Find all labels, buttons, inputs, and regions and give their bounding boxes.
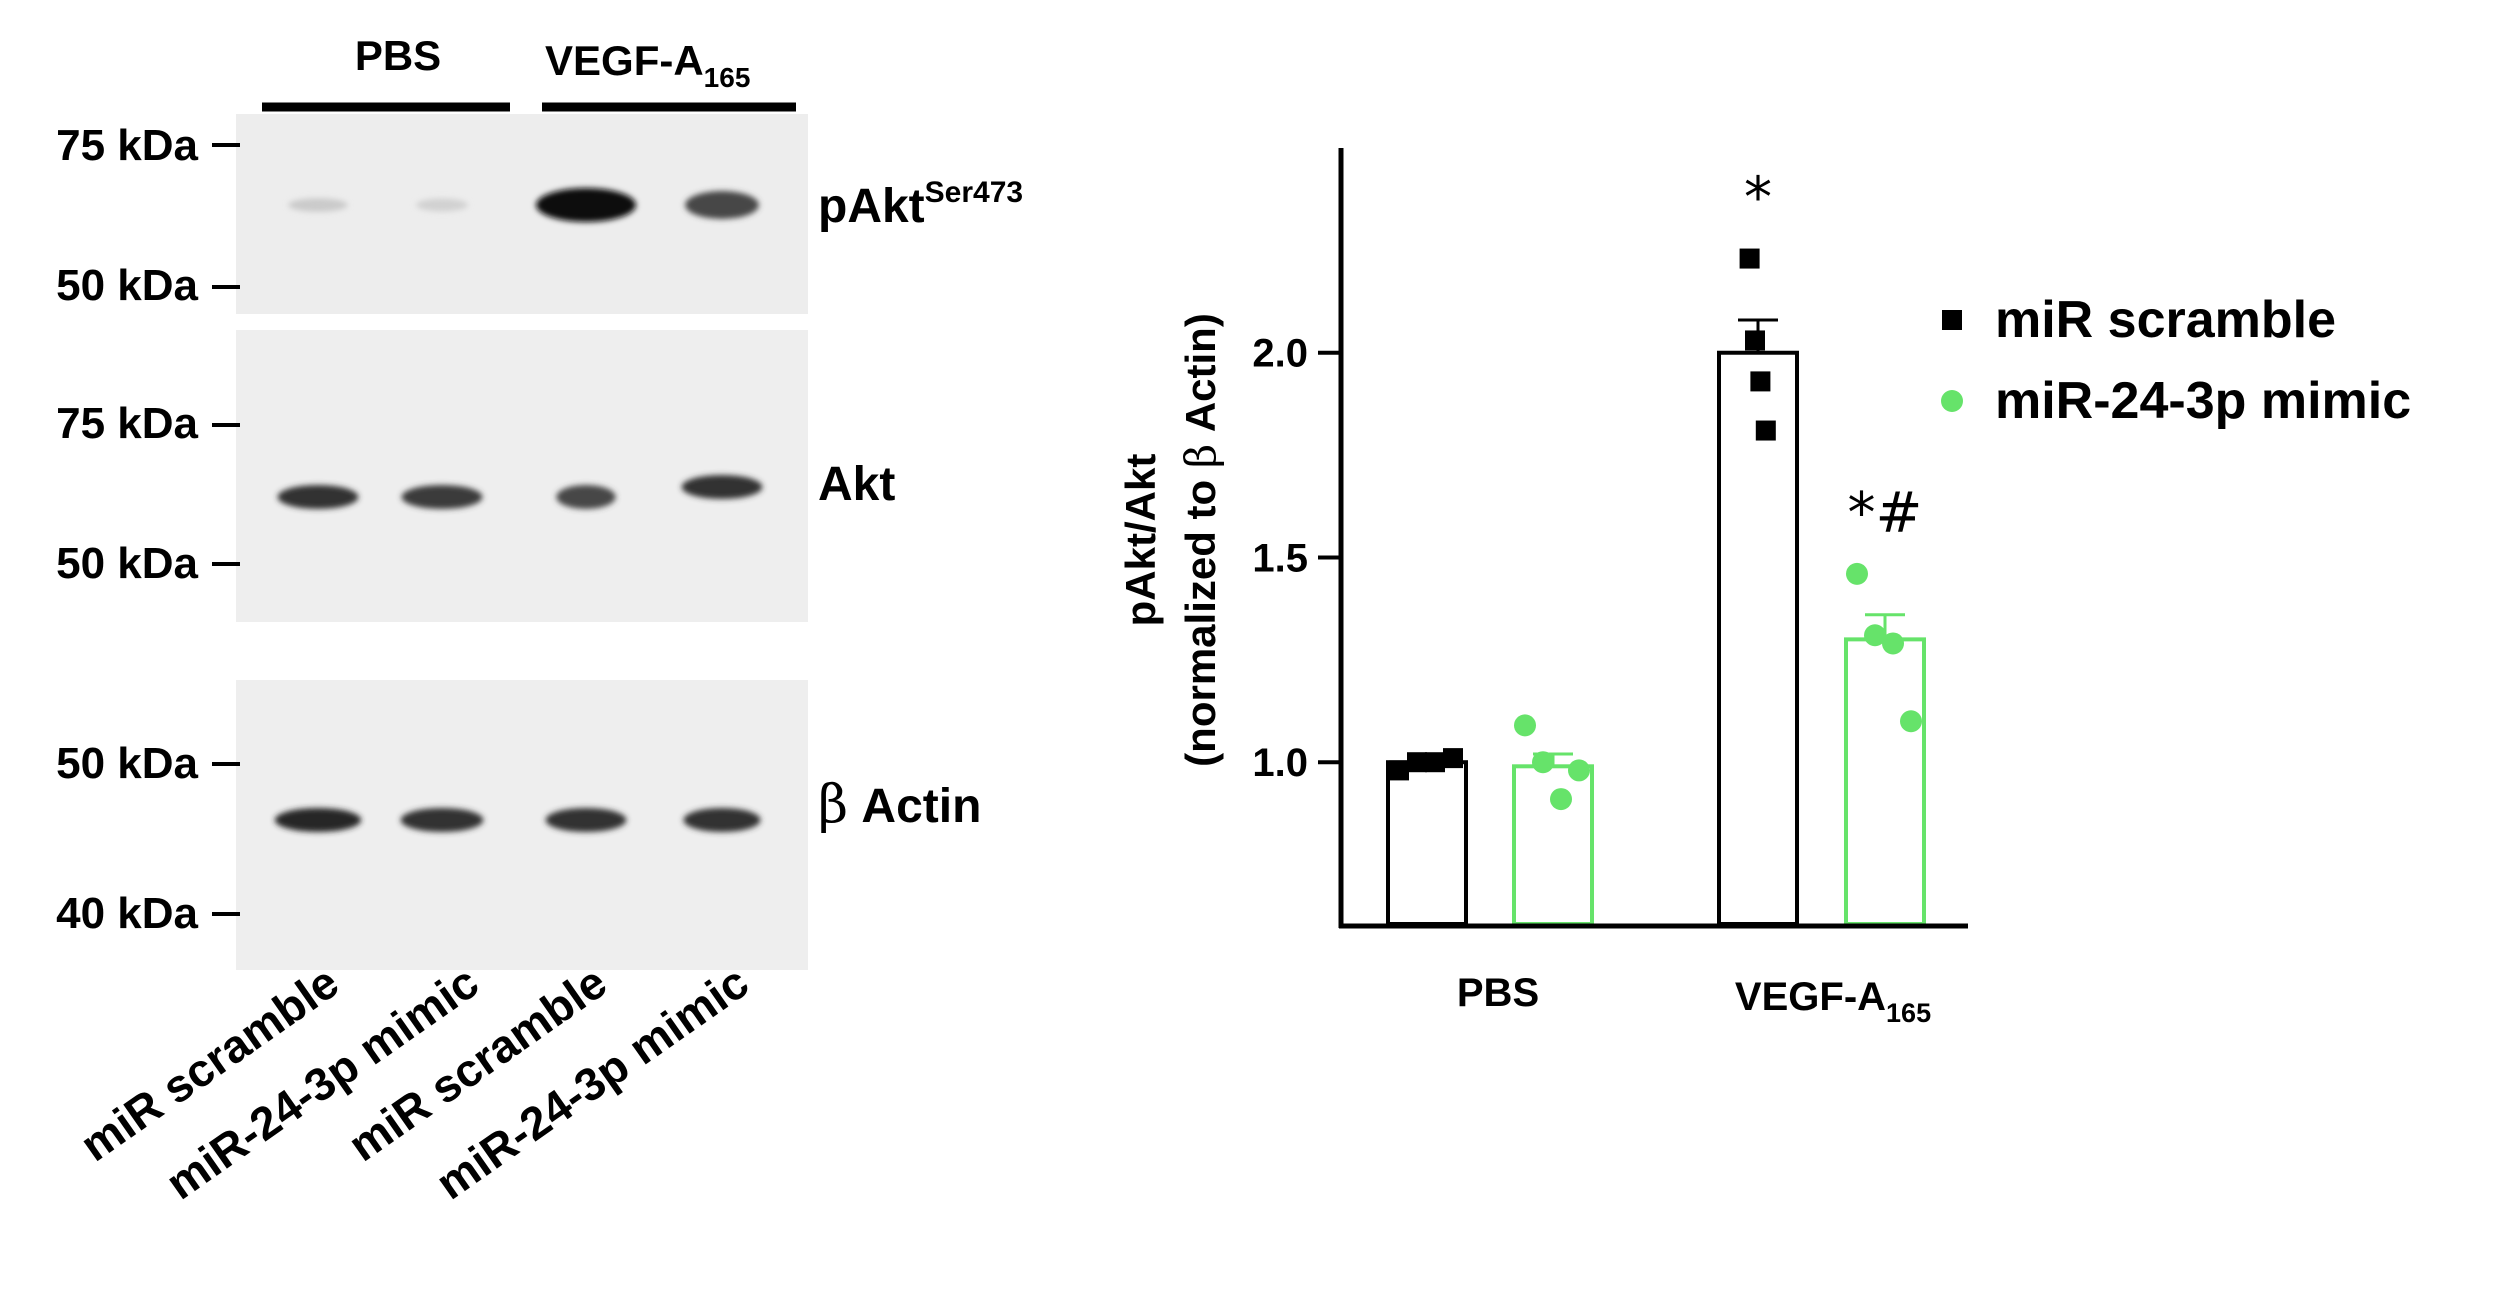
significance-marker: * xyxy=(1744,166,1772,231)
data-point xyxy=(1407,752,1427,773)
data-point xyxy=(1514,714,1536,737)
y-axis-ticks: 1.0 1.5 2.0 xyxy=(1252,332,1341,785)
data-point xyxy=(1739,248,1760,269)
blot-band xyxy=(685,191,759,219)
marker-pakt-75: 75 kDa xyxy=(56,121,198,170)
blot-band xyxy=(400,808,484,832)
blot-band xyxy=(277,485,359,509)
legend-marker-mimic xyxy=(1941,390,1963,412)
bars xyxy=(1386,350,1926,927)
bands-akt xyxy=(277,475,763,509)
data-point xyxy=(1443,748,1463,769)
blot-band xyxy=(401,485,483,509)
bands-pakt xyxy=(288,188,759,222)
data-point xyxy=(1755,420,1776,441)
legend-label-mimic: miR-24-3p mimic xyxy=(1995,372,2411,430)
data-point xyxy=(1882,632,1904,655)
y-tick-label: 2.0 xyxy=(1252,332,1308,376)
marker-actin-50: 50 kDa xyxy=(56,739,198,788)
blot-band xyxy=(288,198,348,212)
data-point xyxy=(1568,759,1590,782)
data-point xyxy=(1532,751,1554,774)
data-point xyxy=(1389,760,1409,781)
marker-akt-75: 75 kDa xyxy=(56,399,198,448)
protein-label-actin: β Actin xyxy=(818,775,981,835)
group-header-vegf: VEGF-A165 xyxy=(545,37,750,93)
y-tick-label: 1.0 xyxy=(1252,741,1308,785)
y-axis-title: pAkt/Akt xyxy=(1117,454,1164,627)
marker-actin-40: 40 kDa xyxy=(56,889,198,938)
legend: miR scramble miR-24-3p mimic xyxy=(1941,291,2411,430)
data-points xyxy=(1389,248,1922,811)
bar-chart: pAkt/Akt (normalized to β Actin) 1.0 1.5 2… xyxy=(1117,148,2411,1028)
data-point xyxy=(1745,330,1765,351)
x-category-vegf: VEGF-A165 xyxy=(1735,975,1931,1028)
blot-band xyxy=(274,808,362,832)
protein-label-pakt: pAktSer473 xyxy=(818,176,1023,233)
bar xyxy=(1512,764,1594,926)
blot-band xyxy=(416,198,468,212)
data-point xyxy=(1425,752,1445,773)
data-point xyxy=(1750,371,1771,392)
protein-label-akt: Akt xyxy=(818,458,895,511)
y-axis-subtitle: (normalized to β Actin) xyxy=(1176,313,1225,767)
blot-band xyxy=(556,485,616,509)
blot-band xyxy=(536,188,636,222)
bar xyxy=(1844,637,1926,926)
data-point xyxy=(1846,562,1868,585)
significance-annotations: * *# xyxy=(1744,166,1922,546)
blot-band xyxy=(681,475,763,499)
bar xyxy=(1386,760,1468,926)
x-category-pbs: PBS xyxy=(1457,971,1539,1015)
legend-marker-scramble xyxy=(1942,310,1962,330)
data-point xyxy=(1900,710,1922,733)
y-tick-label: 1.5 xyxy=(1252,536,1308,580)
data-point xyxy=(1550,788,1572,811)
marker-pakt-50: 50 kDa xyxy=(56,261,198,310)
blot-band xyxy=(683,808,761,832)
bands-actin xyxy=(274,808,761,832)
significance-marker: *# xyxy=(1848,481,1923,546)
western-blot: PBS VEGF-A165 75 kDa 50 kDa 75 kDa 50 kD… xyxy=(56,32,1023,1209)
marker-akt-50: 50 kDa xyxy=(56,539,198,588)
group-header-pbs: PBS xyxy=(355,32,441,79)
blot-band xyxy=(545,808,627,832)
legend-label-scramble: miR scramble xyxy=(1995,291,2336,349)
data-point xyxy=(1864,624,1886,647)
